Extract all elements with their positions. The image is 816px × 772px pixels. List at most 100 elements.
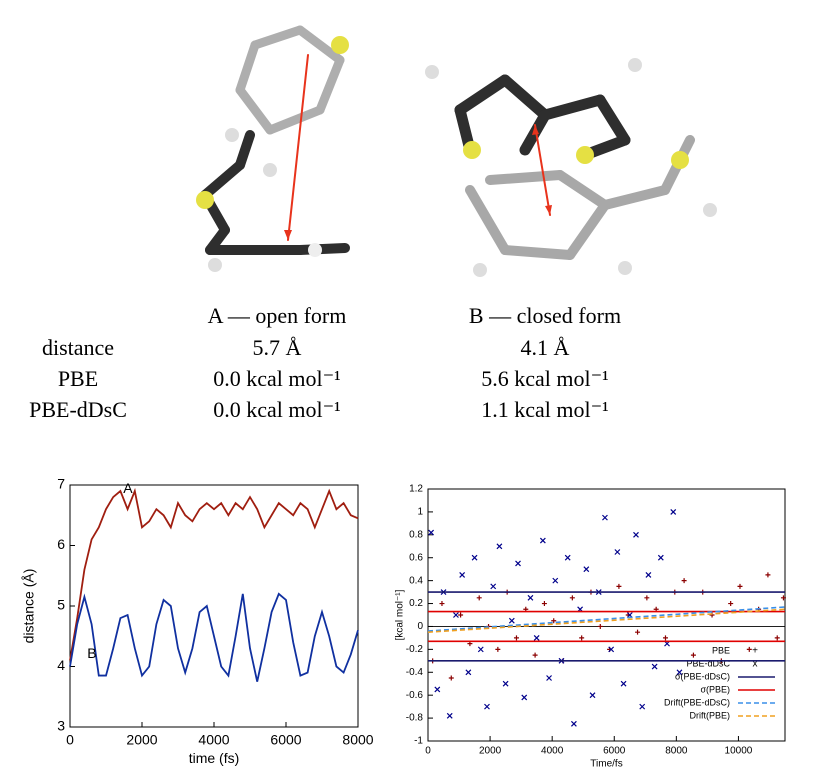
series-line xyxy=(428,609,785,632)
data-point xyxy=(509,618,514,623)
data-point xyxy=(615,550,620,555)
series-line xyxy=(428,607,785,631)
data-point xyxy=(635,630,640,635)
distance-arrow xyxy=(288,55,308,240)
data-point xyxy=(514,635,519,640)
data-point xyxy=(633,532,638,537)
x-axis-label: time (fs) xyxy=(189,750,240,766)
data-point xyxy=(691,653,696,658)
y-tick-label: 4 xyxy=(57,657,65,673)
legend-label: Drift(PBE-dDsC) xyxy=(664,697,730,707)
data-point xyxy=(737,584,742,589)
table-cell: 0.0 kcal mol⁻¹ xyxy=(213,366,341,391)
data-point xyxy=(453,613,458,618)
data-point xyxy=(528,595,533,600)
column-header: A — open form xyxy=(208,303,347,328)
data-point xyxy=(495,647,500,652)
data-point xyxy=(570,595,575,600)
plot-frame xyxy=(428,489,785,741)
series-line xyxy=(70,594,358,682)
legend-label: σ(PBE) xyxy=(700,684,730,694)
molecule-b xyxy=(425,58,717,277)
data-point xyxy=(579,635,584,640)
y-tick-label: -0.8 xyxy=(406,713,424,724)
plot-frame xyxy=(70,485,358,727)
data-point xyxy=(447,713,452,718)
column-header: B — closed form xyxy=(469,303,621,328)
data-point xyxy=(658,555,663,560)
y-tick-label: 7 xyxy=(57,476,65,492)
y-tick-label: -1 xyxy=(414,736,423,747)
x-tick-label: 2000 xyxy=(126,732,157,748)
x-tick-label: 8000 xyxy=(342,732,373,748)
y-tick-label: -0.2 xyxy=(406,644,424,655)
y-tick-label: 1 xyxy=(417,507,423,518)
series-label: A xyxy=(123,480,133,496)
data-point xyxy=(449,676,454,681)
data-point xyxy=(522,695,527,700)
table-cell: 4.1 Å xyxy=(521,335,570,360)
data-point xyxy=(472,555,477,560)
data-point xyxy=(542,601,547,606)
data-point xyxy=(553,578,558,583)
data-point xyxy=(503,681,508,686)
table-cell: 0.0 kcal mol⁻¹ xyxy=(213,397,341,422)
x-tick-label: 8000 xyxy=(665,746,688,757)
molecule-a xyxy=(196,30,349,272)
x-tick-label: 0 xyxy=(66,732,74,748)
y-tick-label: 0.2 xyxy=(409,598,423,609)
y-axis-label: [kcal mol⁻¹] xyxy=(395,589,406,640)
data-point xyxy=(533,653,538,658)
row-label: distance xyxy=(42,335,114,360)
data-point xyxy=(616,584,621,589)
row-label: PBE xyxy=(58,366,98,391)
figure: A — open form B — closed form distance 5.7 … xyxy=(0,0,816,772)
data-point xyxy=(646,572,651,577)
sulfur-atom xyxy=(196,191,214,209)
data-point xyxy=(663,635,668,640)
y-tick-label: 0.8 xyxy=(409,529,423,540)
y-tick-label: 3 xyxy=(57,718,65,734)
data-point xyxy=(547,676,552,681)
data-point xyxy=(484,704,489,709)
y-tick-label: 0.6 xyxy=(409,552,423,563)
y-tick-label: -0.4 xyxy=(406,667,424,678)
x-axis-label: Time/fs xyxy=(590,759,622,770)
data-point xyxy=(439,601,444,606)
y-axis-label: distance (Å) xyxy=(21,569,37,644)
legend-label: PBE xyxy=(712,645,730,655)
data-point xyxy=(460,572,465,577)
data-point xyxy=(534,635,539,640)
x-tick-label: 4000 xyxy=(198,732,229,748)
data-point xyxy=(435,687,440,692)
x-tick-label: 6000 xyxy=(603,746,626,757)
data-point xyxy=(602,515,607,520)
data-point xyxy=(458,613,463,618)
x-tick-label: 6000 xyxy=(270,732,301,748)
data-point xyxy=(640,704,645,709)
data-point xyxy=(466,670,471,675)
legend-marker: + xyxy=(752,646,758,657)
data-point xyxy=(682,578,687,583)
table-cell: 5.6 kcal mol⁻¹ xyxy=(481,366,609,391)
data-point xyxy=(644,595,649,600)
x-tick-label: 2000 xyxy=(479,746,502,757)
distance-arrow xyxy=(535,125,550,215)
sulfur-atom xyxy=(331,36,349,54)
data-point xyxy=(671,509,676,514)
legend-label: PBE-dDsC xyxy=(686,658,730,668)
legend-label: σ(PBE-dDsC) xyxy=(675,671,730,681)
data-point xyxy=(621,681,626,686)
data-point xyxy=(477,595,482,600)
data-point xyxy=(565,555,570,560)
y-tick-label: 0 xyxy=(417,621,423,632)
legend-label: Drift(PBE) xyxy=(690,710,731,720)
x-tick-label: 0 xyxy=(425,746,431,757)
table-cell: 5.7 Å xyxy=(253,335,302,360)
data-point xyxy=(728,601,733,606)
y-tick-label: -0.6 xyxy=(406,690,424,701)
row-label: PBE-dDsC xyxy=(29,397,127,422)
data-point xyxy=(775,635,780,640)
